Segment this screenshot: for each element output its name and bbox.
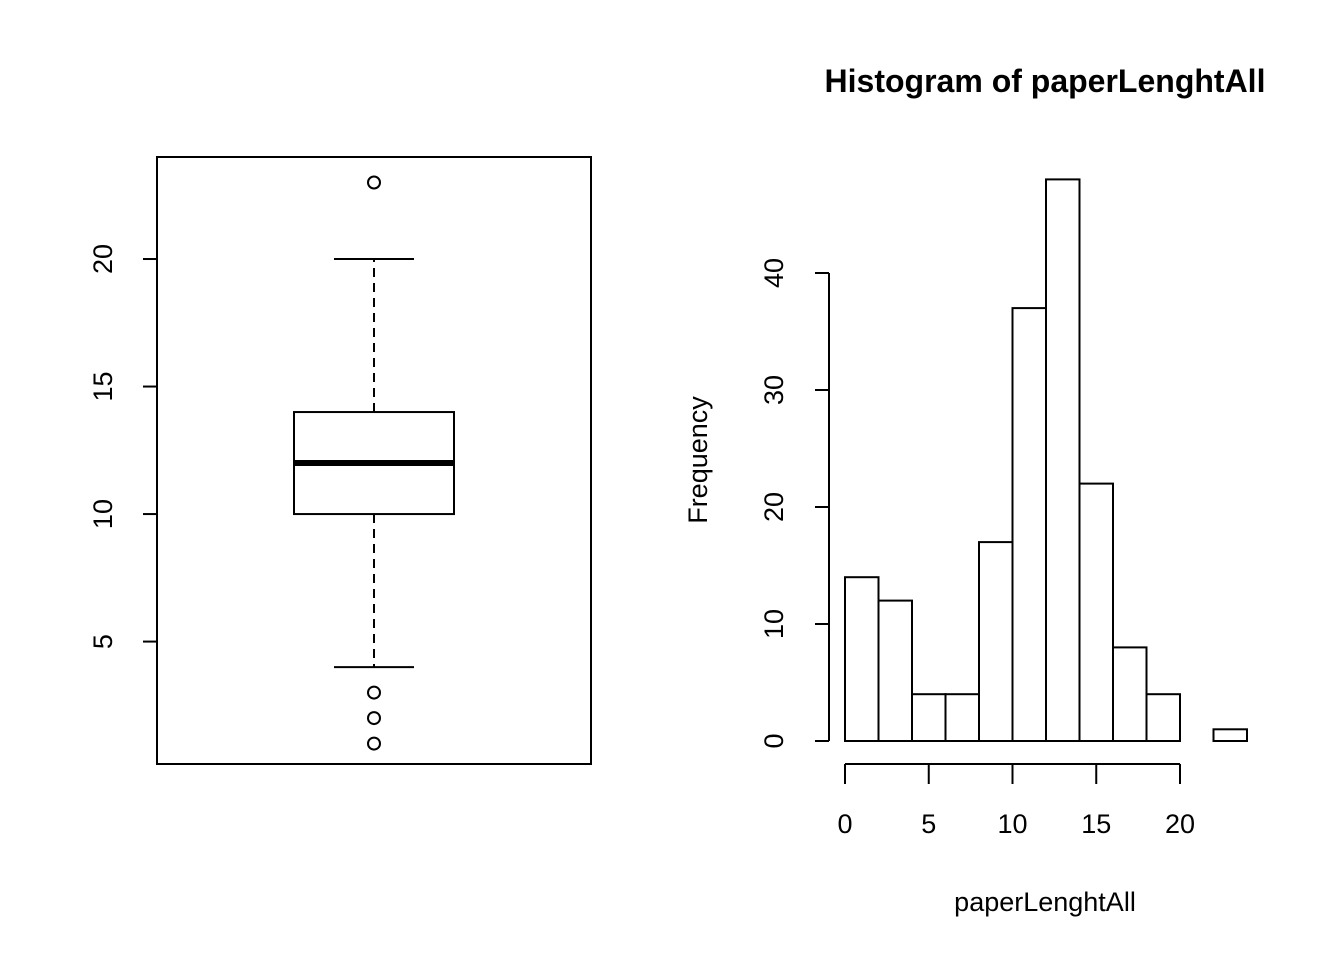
histogram-bar <box>1112 646 1148 743</box>
histogram-y-axis: 0 10 20 30 40 <box>759 258 830 749</box>
boxplot-y-tick-label: 15 <box>88 372 118 402</box>
histogram-bar <box>1045 178 1081 742</box>
histogram-x-tick-label: 5 <box>921 809 936 839</box>
outlier-point <box>367 736 381 751</box>
outlier-point <box>367 685 381 700</box>
histogram-x-axis-label: paperLenghtAll <box>954 887 1136 917</box>
histogram-y-tick-label: 40 <box>759 258 789 288</box>
histogram-y-tick-label: 10 <box>759 609 789 639</box>
boxplot-y-tick-label: 20 <box>88 244 118 274</box>
histogram-y-tick-label: 0 <box>759 733 789 748</box>
histogram-y-axis-label: Frequency <box>683 396 713 524</box>
histogram-x-tick-label: 15 <box>1081 809 1111 839</box>
histogram-bar <box>1011 307 1047 742</box>
histogram-panel: Histogram of paperLenghtAll paperLenghtA… <box>683 63 1265 917</box>
histogram-x-tick-label: 10 <box>997 809 1027 839</box>
outlier-point <box>367 175 381 190</box>
boxplot-frame <box>156 156 592 765</box>
histogram-y-tick-label: 30 <box>759 375 789 405</box>
histogram-bar <box>978 541 1014 742</box>
histogram-x-tick-label: 20 <box>1165 809 1195 839</box>
histogram-bar <box>1145 693 1181 743</box>
histogram-bar <box>911 693 947 743</box>
histogram-bar <box>877 599 913 742</box>
histogram-bar <box>944 693 980 743</box>
histogram-y-tick-label: 20 <box>759 492 789 522</box>
boxplot-y-tick-label: 10 <box>88 499 118 529</box>
histogram-bars <box>844 178 1248 743</box>
histogram-bar <box>1212 728 1248 742</box>
boxplot-y-axis: 5 10 15 20 <box>88 244 157 649</box>
histogram-bar <box>1078 482 1114 742</box>
histogram-title: Histogram of paperLenghtAll <box>825 63 1266 99</box>
boxplot-body <box>293 175 455 751</box>
outlier-point <box>367 711 381 726</box>
boxplot-y-tick-label: 5 <box>88 634 118 649</box>
histogram-bar <box>844 576 880 743</box>
boxplot-panel: 5 10 15 20 <box>88 156 592 765</box>
histogram-x-tick-label: 0 <box>837 809 852 839</box>
histogram-x-axis: 0 5 10 15 20 <box>837 763 1195 839</box>
